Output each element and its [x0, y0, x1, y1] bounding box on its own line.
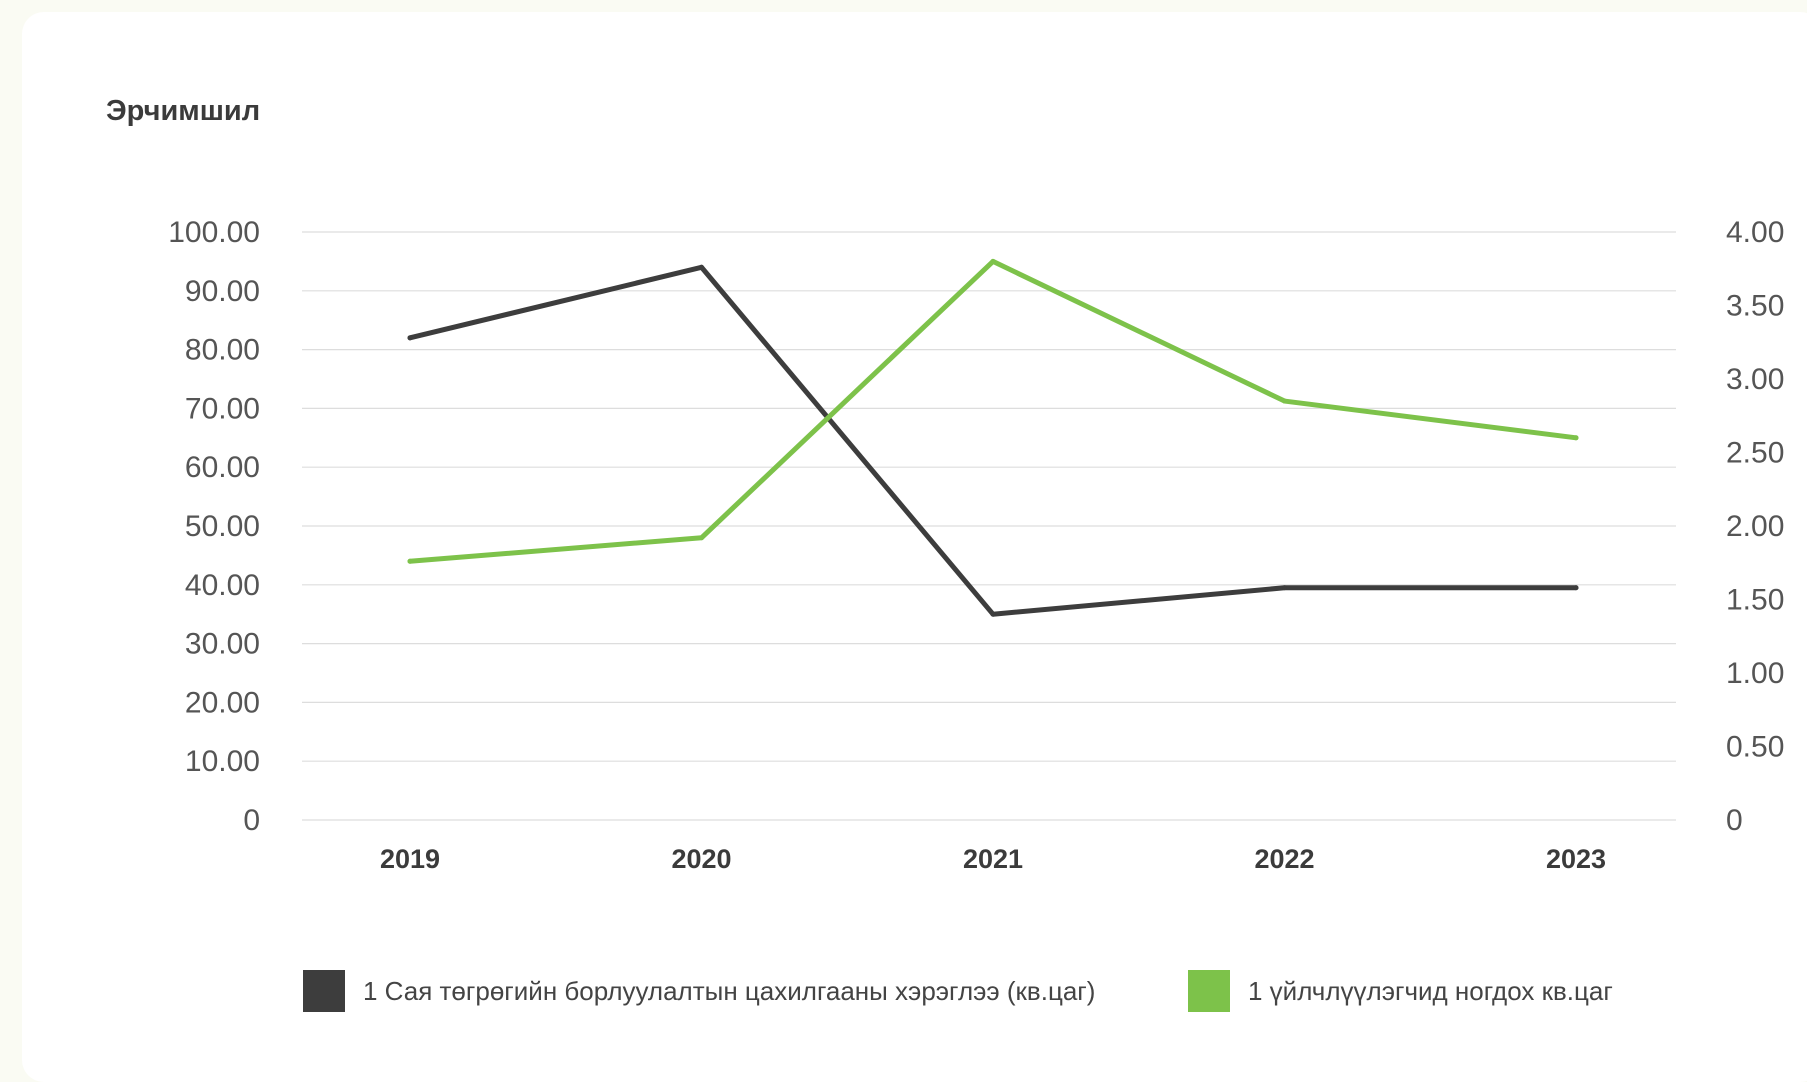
- x-tick-label: 2022: [1254, 844, 1314, 874]
- y-right-tick-label: 0: [1726, 804, 1743, 837]
- y-left-tick-label: 20.00: [185, 686, 260, 719]
- y-right-tick-label: 1.00: [1726, 657, 1784, 690]
- y-right-tick-label: 2.50: [1726, 437, 1784, 470]
- series-1-point: [1573, 585, 1579, 591]
- series-1-point: [990, 611, 996, 617]
- y-left-tick-label: 100.00: [168, 216, 260, 249]
- y-right-tick-label: 2.00: [1726, 510, 1784, 543]
- y-left-tick-label: 90.00: [185, 275, 260, 308]
- y-left-tick-label: 80.00: [185, 334, 260, 367]
- y-left-tick-label: 50.00: [185, 510, 260, 543]
- series-line-2: [407, 258, 1579, 564]
- legend-swatch-dark: [303, 970, 345, 1012]
- chart-title: Эрчимшил: [106, 95, 261, 127]
- y-right-tick-label: 4.00: [1726, 216, 1784, 249]
- series-2-point: [699, 535, 704, 541]
- y-right-tick-label: 3.50: [1726, 290, 1784, 323]
- legend-swatch-green: [1188, 970, 1230, 1012]
- y-right-tick-label: 0.50: [1726, 731, 1784, 764]
- legend-item-kwh-per-customer: 1 үйлчлүүлэгчид ногдох кв.цаг: [1188, 970, 1613, 1012]
- y-left-tick-label: 60.00: [185, 451, 260, 484]
- legend-label: 1 үйлчлүүлэгчид ногдох кв.цаг: [1248, 975, 1613, 1006]
- y-left-tick-label: 10.00: [185, 745, 260, 778]
- y-right-tick-label: 3.00: [1726, 363, 1784, 396]
- series-2-point: [1282, 398, 1287, 404]
- series-1-point: [1282, 585, 1287, 591]
- x-tick-label: 2020: [671, 844, 731, 874]
- series-line-1: [407, 264, 1579, 617]
- series-2-point: [407, 558, 413, 564]
- y-left-tick-label: 0: [243, 804, 260, 837]
- y-right-tick-label: 1.50: [1726, 584, 1784, 617]
- y-left-tick-label: 30.00: [185, 628, 260, 661]
- y-left-tick-label: 70.00: [185, 392, 260, 425]
- series-1-point: [407, 335, 413, 341]
- x-tick-label: 2023: [1546, 844, 1606, 874]
- y-left-tick-label: 40.00: [185, 569, 260, 602]
- chart-card: [22, 12, 1807, 1082]
- series-1-point: [699, 264, 704, 270]
- x-tick-label: 2019: [380, 844, 440, 874]
- series-2-point: [1573, 435, 1579, 441]
- legend-label: 1 Сая төгрөгийн борлуулалтын цахилгааны …: [363, 975, 1096, 1006]
- x-tick-label: 2021: [963, 844, 1023, 874]
- legend-item-electricity-per-sales: 1 Сая төгрөгийн борлуулалтын цахилгааны …: [303, 970, 1095, 1012]
- series-2-point: [990, 258, 996, 264]
